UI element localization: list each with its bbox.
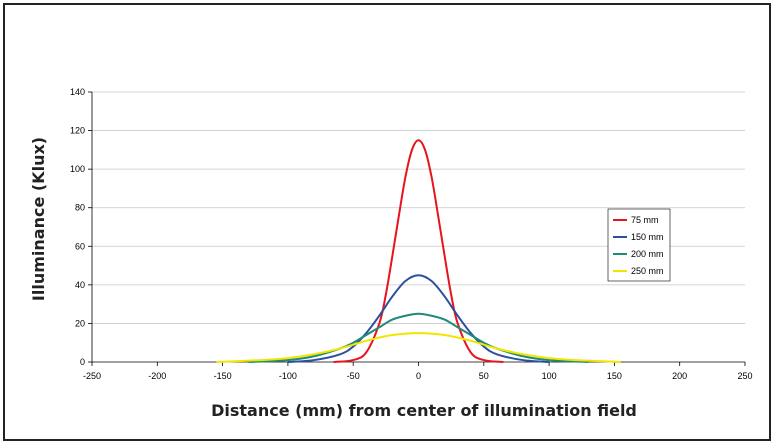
chart: 0 20 40 60 80 100 120 140 -250 -200 -150 -100 -50 0 50… <box>29 87 753 420</box>
x-tick-label: 50 <box>479 371 489 381</box>
series-lines <box>216 139 621 363</box>
series-line-0 <box>333 139 504 363</box>
y-tick-label: 40 <box>75 280 85 290</box>
y-tick-label: 20 <box>75 318 85 328</box>
y-tick-label: 140 <box>70 87 85 97</box>
x-tick-label: 0 <box>416 371 421 381</box>
y-tick-label: 100 <box>70 164 85 174</box>
legend-label-3: 250 mm <box>631 266 664 276</box>
x-tick-label: 250 <box>737 371 752 381</box>
x-tick-label: 200 <box>672 371 687 381</box>
series-line-1 <box>287 274 550 363</box>
x-tick-label: 150 <box>607 371 622 381</box>
chart-frame: 0 20 40 60 80 100 120 140 -250 -200 -150 -100 -50 0 50… <box>3 3 771 441</box>
legend-label-2: 200 mm <box>631 249 664 259</box>
x-tick-label: -150 <box>214 371 232 381</box>
series-line-2 <box>248 312 589 363</box>
grid-lines <box>92 91 745 324</box>
x-tick-label: -100 <box>279 371 297 381</box>
y-axis-title: Illuminance (Klux) <box>29 137 48 301</box>
y-tick-label: 60 <box>75 241 85 251</box>
y-tick-label: 0 <box>80 357 85 367</box>
y-tick-label: 80 <box>75 203 85 213</box>
axes: 0 20 40 60 80 100 120 140 -250 -200 -150 -100 -50 0 50… <box>70 87 753 381</box>
series-line-3 <box>216 332 621 363</box>
x-tick-label: -50 <box>347 371 360 381</box>
x-tick-label: -250 <box>83 371 101 381</box>
legend-label-1: 150 mm <box>631 232 664 242</box>
x-tick-label: -200 <box>148 371 166 381</box>
x-axis-title: Distance (mm) from center of illuminatio… <box>211 401 637 420</box>
legend-label-0: 75 mm <box>631 215 659 225</box>
legend: 75 mm 150 mm 200 mm 250 mm <box>607 208 671 282</box>
y-tick-label: 120 <box>70 126 85 136</box>
x-tick-label: 100 <box>542 371 557 381</box>
